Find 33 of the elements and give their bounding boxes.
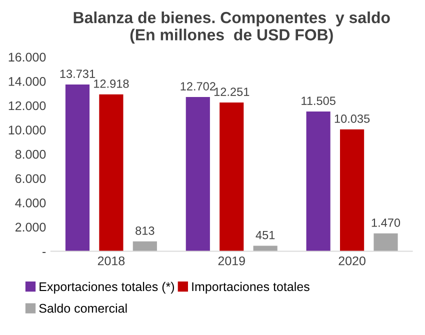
data-label: 12.251 xyxy=(214,88,250,96)
y-tick-label: 2.000 xyxy=(15,222,46,232)
data-label: 12.918 xyxy=(94,80,129,88)
legend-label: Saldo comercial xyxy=(39,304,127,313)
y-tick-label: 10.000 xyxy=(8,126,46,134)
x-tick-label: 2020 xyxy=(338,256,366,266)
data-label: 1.470 xyxy=(372,218,400,227)
data-label: 12.702 xyxy=(180,82,216,90)
chart-title: Balanza de bienes. Componentes y saldo (En millones de USD FOB) xyxy=(74,12,390,44)
data-label: 11.505 xyxy=(302,96,336,106)
y-tick-label: 16.000 xyxy=(8,52,46,62)
y-tick-label: 14.000 xyxy=(8,77,46,86)
bar xyxy=(374,233,398,252)
x-tick-label: 2018 xyxy=(98,256,125,266)
y-tick-label: 12.000 xyxy=(8,101,46,110)
y-tick-label: - xyxy=(42,252,46,253)
bar xyxy=(340,129,364,252)
y-tick-label: 6.000 xyxy=(15,174,46,184)
legend-label: Exportaciones totales (*) xyxy=(40,282,174,294)
bar xyxy=(186,97,210,252)
x-tick-label: 2019 xyxy=(218,256,245,266)
bar xyxy=(220,102,244,252)
data-label: 451 xyxy=(256,231,275,240)
data-label: 13.731 xyxy=(60,70,95,78)
data-label: 10.035 xyxy=(334,114,370,123)
y-tick-label: 8.000 xyxy=(15,150,46,159)
y-tick-label: 4.000 xyxy=(15,198,46,208)
bar xyxy=(65,84,90,252)
bar xyxy=(306,112,330,252)
data-label: 813 xyxy=(136,226,154,235)
bar xyxy=(132,241,157,252)
legend-label: Importaciones totales xyxy=(192,282,310,294)
bar xyxy=(99,94,124,252)
